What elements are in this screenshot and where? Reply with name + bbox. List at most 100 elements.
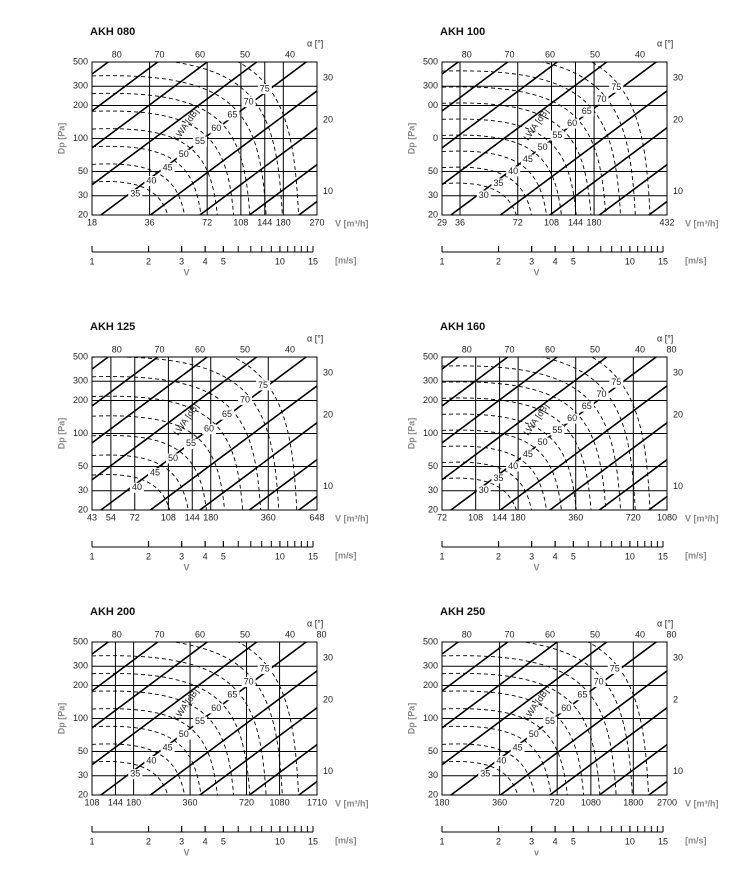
- x-tick-label: 18: [87, 217, 97, 227]
- curve-label-bg: [520, 154, 535, 165]
- y-tick-label: 200: [423, 680, 438, 690]
- velocity-tick-label: 15: [308, 836, 318, 846]
- velocity-tick-label: 15: [308, 256, 318, 266]
- curve-label: 40: [146, 175, 156, 185]
- curve-label: 70: [597, 389, 607, 399]
- velocity-tick-label: 3: [529, 551, 534, 561]
- curve-label-bg: [144, 176, 159, 187]
- velocity-tick-label: 1: [89, 256, 94, 266]
- velocity-unit: [m/s]: [685, 835, 707, 845]
- curve-label-bg: [176, 149, 191, 160]
- plot-frame: [91, 61, 318, 216]
- right-tick-label: 10: [673, 766, 683, 776]
- curve-label: 30: [479, 190, 489, 200]
- curve-label-bg: [478, 769, 493, 780]
- noise-curve: [442, 743, 535, 795]
- velocity-tick-label: 15: [658, 256, 668, 266]
- noise-curve: [590, 357, 651, 510]
- velocity-label: V: [183, 267, 189, 277]
- velocity-tick-label: 2: [496, 836, 501, 846]
- plot-frame: [441, 61, 668, 216]
- curve-label-bg: [193, 136, 207, 147]
- y-axis-label: Dp [Pa]: [406, 123, 416, 155]
- y-tick-label: 00: [428, 100, 438, 110]
- velocity-label: V: [183, 847, 189, 857]
- x-tick-label: 72: [437, 512, 447, 522]
- right-tick-label: 30: [673, 72, 683, 82]
- curve-label-bg: [128, 189, 143, 200]
- curve-label-bg: [535, 142, 550, 153]
- curve-label: 60: [567, 413, 577, 423]
- noise-curve: [92, 474, 171, 510]
- velocity-tick-label: 4: [203, 256, 208, 266]
- velocity-label: V: [533, 562, 539, 572]
- chart-panel: AKH 160 α [°] Dp [Pa] V [m³/h] 20 30 50 100 200 3…: [406, 321, 718, 572]
- x-tick-label: 360: [492, 797, 507, 807]
- curve-label-bg: [579, 106, 594, 117]
- x-tick-label: 180: [276, 217, 291, 227]
- noise-curve: [92, 145, 202, 215]
- curve-label: 75: [611, 377, 621, 387]
- noise-curve: [442, 429, 562, 510]
- velocity-tick-label: 3: [529, 256, 534, 266]
- curve-label: 60: [204, 424, 214, 434]
- y-tick-label: 100: [73, 713, 88, 723]
- curve-label: 70: [244, 96, 254, 106]
- system-line: [198, 126, 317, 215]
- noise-curve: [586, 642, 649, 795]
- x-tick-label: 144: [257, 217, 272, 227]
- noise-curve: [92, 655, 267, 795]
- velocity-tick-label: 4: [203, 551, 208, 561]
- curve-label: 60: [211, 703, 221, 713]
- curve-label-bg: [609, 82, 624, 93]
- y-tick-label: 50: [78, 166, 88, 176]
- velocity-tick-label: 2: [146, 256, 151, 266]
- curve-label: 75: [610, 663, 620, 673]
- velocity-tick-label: 1: [439, 836, 444, 846]
- y-tick-label: 500: [73, 56, 88, 66]
- x-tick-label: 144: [185, 512, 200, 522]
- curve-label-bg: [559, 703, 574, 714]
- curve-label-bg: [491, 473, 506, 484]
- noise-curve: [442, 413, 577, 510]
- curve-label: 45: [523, 154, 533, 164]
- curve-label: 40: [496, 755, 506, 765]
- curve-label-bg: [220, 409, 234, 420]
- curve-label-bg: [607, 663, 622, 674]
- curve-label: 40: [508, 166, 518, 176]
- right-tick-label: 30: [673, 367, 683, 377]
- curve-label: 40: [132, 482, 142, 492]
- velocity-tick-label: 5: [571, 551, 576, 561]
- y-tick-label: 20: [428, 504, 438, 514]
- curve-label-bg: [565, 413, 580, 424]
- noise-curve: [92, 761, 169, 795]
- noise-curve: [92, 454, 189, 510]
- noise-curve: [442, 102, 592, 215]
- curve-label-bg: [160, 162, 175, 173]
- curve-label: 75: [260, 83, 270, 93]
- y-axis-label: Dp [Pa]: [56, 123, 66, 155]
- velocity-label: v: [534, 847, 539, 857]
- alpha-tick-label: 80: [112, 344, 122, 354]
- x-axis-label: V [m³/h]: [335, 513, 369, 523]
- alpha-tick-label: 50: [240, 49, 250, 59]
- y-tick-label: 20: [78, 789, 88, 799]
- right-tick-label: 20: [323, 694, 333, 704]
- system-line: [548, 706, 667, 795]
- system-line: [442, 357, 559, 444]
- curve-label-bg: [565, 118, 580, 129]
- alpha-tick-label: 50: [590, 344, 600, 354]
- x-tick-label: 720: [550, 797, 565, 807]
- noise-curve: [236, 642, 299, 795]
- y-tick-label: 200: [73, 100, 88, 110]
- y-tick-label: 50: [78, 746, 88, 756]
- curve-label-bg: [579, 401, 594, 412]
- y-tick-label: 200: [423, 395, 438, 405]
- noise-curve: [442, 118, 577, 215]
- x-tick-label: 720: [626, 512, 641, 522]
- curve-label: 50: [168, 453, 178, 463]
- panel-title: AKH 250: [440, 606, 485, 618]
- curve-label-bg: [491, 178, 506, 189]
- curve-label: 60: [561, 703, 571, 713]
